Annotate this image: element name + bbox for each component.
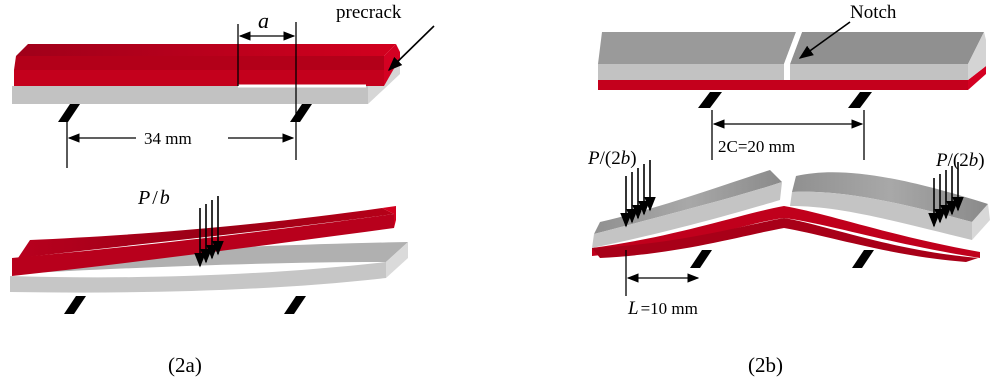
red-layer-under	[592, 218, 978, 262]
red-bottom-layer-front	[598, 80, 968, 90]
red-layer-top-slope	[14, 56, 384, 70]
notched-beam-deformed	[592, 170, 990, 262]
red-bottom-layer-end	[968, 66, 986, 90]
grey-right-block-front	[790, 64, 968, 80]
precrack-leader-arrow	[387, 25, 435, 72]
grey-beam-deformed-front	[10, 262, 386, 293]
precrack-label: precrack	[336, 2, 402, 23]
support-left-bottom	[64, 296, 86, 314]
support-left-bottom-2b	[690, 250, 712, 268]
red-layer-deformed-end	[382, 206, 396, 228]
notch-label: Notch	[850, 2, 897, 23]
notch-leader-arrow	[798, 21, 851, 59]
red-layer-front-face	[14, 70, 384, 86]
load-label-2a: P / b	[137, 187, 170, 209]
support-left-top-2b	[698, 92, 722, 108]
support-right-top-2b	[848, 92, 872, 108]
notch-slot	[784, 32, 802, 80]
grey-right-arm-front	[790, 191, 972, 240]
grey-beam-deformed-end	[386, 242, 408, 278]
crack-length-symbol: a	[258, 8, 269, 33]
grey-beam-front-face	[12, 86, 368, 104]
enf-beam-undeformed	[12, 44, 400, 104]
grey-left-arm-front	[592, 182, 782, 248]
support-left-top	[58, 104, 80, 122]
load-label-2b-right: P/(2b)	[935, 150, 985, 171]
load-arrows-2b-right	[928, 162, 964, 228]
length-label: L =10 mm	[627, 298, 698, 319]
enf-beam-deformed	[10, 206, 408, 293]
panel-2a: a precrack 34 mm P / b	[10, 2, 435, 377]
caption-2a: (2a)	[168, 353, 202, 377]
support-right-top	[290, 104, 312, 122]
load-arrows-2a	[194, 196, 224, 268]
load-label-2b-left: P/(2b)	[587, 148, 637, 169]
span-label-34mm: 34 mm	[144, 129, 192, 148]
support-right-bottom	[284, 296, 306, 314]
grey-left-block-front	[598, 64, 784, 80]
panel-2b: Notch 2C=20 mm	[587, 2, 990, 377]
grey-right-arm-end	[972, 204, 990, 240]
caption-2b: (2b)	[748, 353, 783, 377]
red-layer-deformed-body	[592, 206, 980, 258]
grey-right-block-top	[790, 32, 984, 64]
notched-beam-undeformed	[598, 32, 986, 90]
red-layer-deformed-front	[12, 214, 394, 276]
grey-left-block-top	[598, 32, 796, 64]
red-layer-top-face	[16, 44, 396, 56]
grey-right-block-end	[968, 32, 986, 80]
support-right-bottom-2b	[852, 250, 874, 268]
load-arrows-2b-left	[620, 160, 656, 228]
span-label-2c: 2C=20 mm	[718, 137, 795, 156]
